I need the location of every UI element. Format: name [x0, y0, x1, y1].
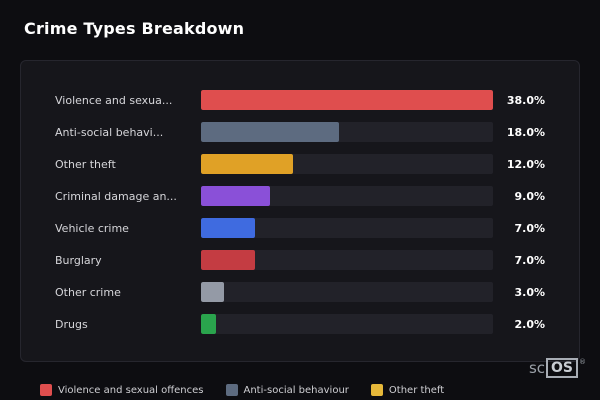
bar-label: Anti-social behavi... [55, 125, 164, 139]
bar-value-label: 7.0% [514, 221, 545, 235]
bar-row: Violence and sexua... 38.0% [55, 84, 545, 116]
bar-row: Drugs 2.0% [55, 308, 545, 340]
bar-fill[interactable] [201, 218, 255, 238]
bar-fill[interactable] [201, 282, 225, 302]
bar-value-label: 38.0% [506, 93, 545, 107]
registered-mark: ® [579, 358, 586, 366]
bar-rows: Violence and sexua... 38.0% Anti-social … [55, 84, 545, 340]
bar-row: Vehicle crime 7.0% [55, 212, 545, 244]
brand-logo: sc OS ® [529, 358, 586, 378]
chart-legend: Violence and sexual offences Anti-social… [40, 384, 444, 396]
logo-boxed-text: OS [546, 358, 578, 378]
bar-track [201, 122, 493, 142]
bar-fill[interactable] [201, 90, 493, 110]
bar-track [201, 282, 493, 302]
legend-item[interactable]: Anti-social behaviour [225, 384, 349, 396]
legend-swatch-icon [370, 384, 383, 396]
bar-track [201, 218, 493, 238]
bar-track [201, 154, 493, 174]
chart-panel: Violence and sexua... 38.0% Anti-social … [20, 60, 580, 362]
bar-value-label: 18.0% [506, 125, 545, 139]
bar-label: Other crime [55, 285, 121, 299]
bar-label: Other theft [55, 157, 116, 171]
bar-track [201, 250, 493, 270]
bar-fill[interactable] [201, 250, 255, 270]
bar-label: Burglary [55, 253, 102, 267]
bar-fill[interactable] [201, 122, 340, 142]
legend-swatch-icon [225, 384, 238, 396]
bar-row: Burglary 7.0% [55, 244, 545, 276]
bar-value-label: 7.0% [514, 253, 545, 267]
bar-value-label: 12.0% [506, 157, 545, 171]
legend-label: Violence and sexual offences [58, 384, 204, 396]
bar-label: Criminal damage an... [55, 189, 177, 203]
bar-fill[interactable] [201, 314, 217, 334]
bar-fill[interactable] [201, 154, 294, 174]
legend-label: Anti-social behaviour [243, 384, 349, 396]
bar-value-label: 9.0% [514, 189, 545, 203]
bar-row: Other theft 12.0% [55, 148, 545, 180]
bar-track [201, 314, 493, 334]
bar-fill[interactable] [201, 186, 271, 206]
bar-value-label: 2.0% [514, 317, 545, 331]
bar-label: Drugs [55, 317, 88, 331]
logo-prefix-text: sc [528, 359, 546, 377]
bar-row: Criminal damage an... 9.0% [55, 180, 545, 212]
bar-label: Vehicle crime [55, 221, 129, 235]
legend-item[interactable]: Violence and sexual offences [40, 384, 204, 396]
bar-row: Anti-social behavi... 18.0% [55, 116, 545, 148]
bar-label: Violence and sexua... [55, 93, 173, 107]
legend-label: Other theft [388, 384, 445, 396]
bar-track [201, 186, 493, 206]
legend-swatch-icon [40, 384, 52, 396]
legend-item[interactable]: Other theft [370, 384, 445, 396]
bar-row: Other crime 3.0% [55, 276, 545, 308]
bar-track [201, 90, 493, 110]
bar-value-label: 3.0% [514, 285, 545, 299]
page-title: Crime Types Breakdown [24, 19, 245, 38]
